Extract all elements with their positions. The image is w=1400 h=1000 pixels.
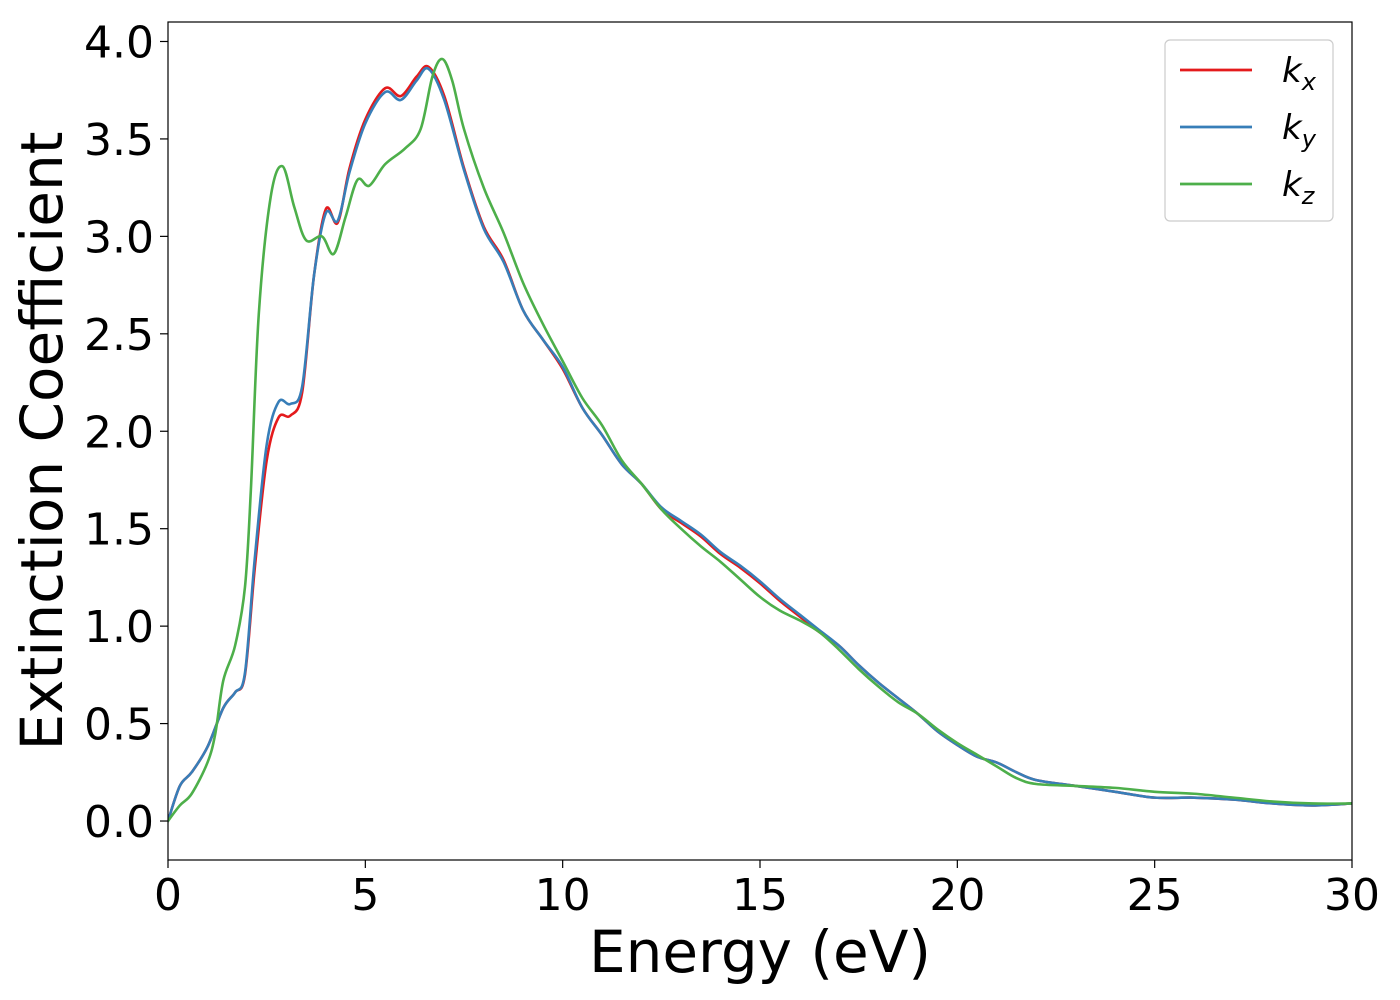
y-axis-title: Extinction Coefficient: [8, 132, 76, 751]
y-tick-label: 0.0: [84, 797, 154, 848]
legend-item-kx: kx: [1180, 51, 1317, 96]
y-tick-label: 2.5: [84, 310, 154, 361]
y-tick-label: 1.5: [84, 505, 154, 556]
series-line-kz: [168, 57, 1352, 823]
x-tick-label: 5: [351, 870, 379, 921]
plot-lines: [168, 57, 1352, 823]
x-tick-label: 10: [535, 870, 591, 921]
legend-box: [1164, 39, 1334, 222]
y-tick-label: 3.5: [84, 115, 154, 166]
y-tick-label: 4.0: [84, 17, 154, 68]
x-tick-label: 25: [1127, 870, 1183, 921]
x-tick-label: 20: [929, 870, 985, 921]
x-tick-label: 15: [732, 870, 788, 921]
legend-item-kz: kz: [1180, 165, 1316, 210]
y-tick-label: 0.5: [84, 700, 154, 751]
y-tick-label: 3.0: [84, 212, 154, 263]
x-axis-ticks: 0 5 10 15 20 25 30: [154, 860, 1380, 921]
y-tick-label: 2.0: [84, 407, 154, 458]
x-tick-label: 0: [154, 870, 182, 921]
legend: kx ky kz: [1164, 39, 1334, 222]
legend-label: kz: [1282, 165, 1316, 210]
x-tick-label: 30: [1324, 870, 1380, 921]
legend-label: kx: [1282, 51, 1317, 96]
legend-label: ky: [1282, 108, 1317, 153]
series-line-ky: [168, 66, 1352, 823]
x-axis-title: Energy (eV): [589, 918, 931, 986]
y-tick-label: 1.0: [84, 602, 154, 653]
y-axis-ticks: 0.0 0.5 1.0 1.5 2.0 2.5 3.0 3.5 4.0: [84, 17, 168, 848]
legend-item-ky: ky: [1180, 108, 1317, 153]
